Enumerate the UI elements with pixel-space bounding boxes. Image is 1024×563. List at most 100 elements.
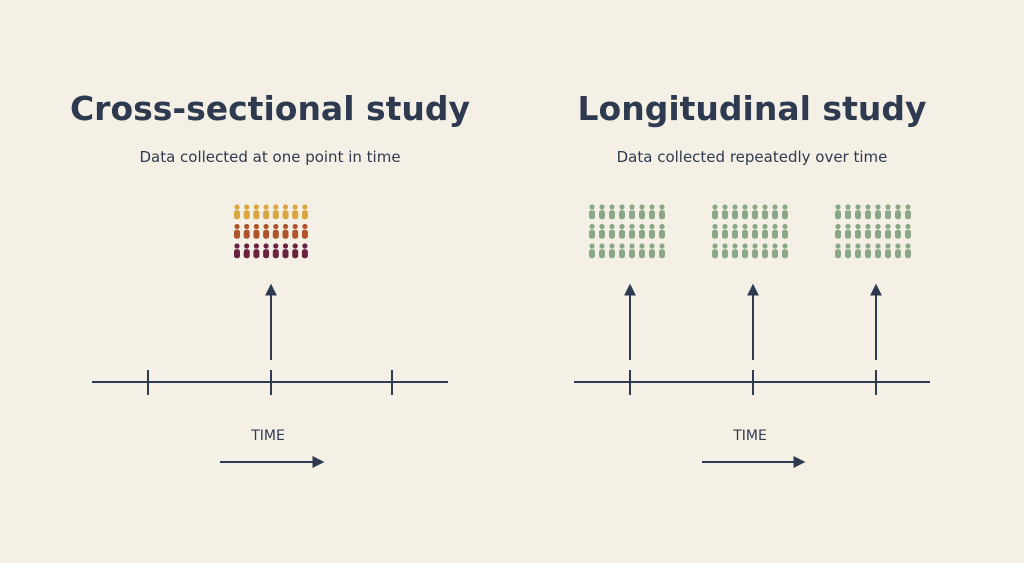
person-icon xyxy=(629,223,635,239)
person-icon xyxy=(629,243,635,259)
person-icon xyxy=(722,223,728,239)
subtitle: Data collected repeatedly over time xyxy=(617,148,888,166)
person-icon xyxy=(732,204,738,220)
person-icon xyxy=(589,204,595,220)
person-icon xyxy=(243,204,250,220)
person-icon xyxy=(263,204,270,220)
person-icon xyxy=(282,243,289,259)
person-icon xyxy=(263,223,270,239)
person-icon xyxy=(782,223,788,239)
person-icon xyxy=(835,243,841,259)
person-icon xyxy=(905,204,911,220)
person-icon xyxy=(712,204,718,220)
person-icon xyxy=(855,204,861,220)
person-icon xyxy=(234,204,240,220)
person-icon xyxy=(905,223,911,239)
person-icon xyxy=(253,204,260,220)
person-icon xyxy=(272,223,279,239)
person-icon xyxy=(243,223,250,239)
person-icon xyxy=(599,204,605,220)
person-icon xyxy=(782,243,788,259)
person-icon xyxy=(905,243,911,259)
person-icon xyxy=(639,243,645,259)
person-icon xyxy=(835,204,841,220)
person-icon xyxy=(895,204,901,220)
person-icon xyxy=(855,243,861,259)
axis-label: TIME xyxy=(732,428,767,444)
person-icon xyxy=(301,223,308,239)
person-icon xyxy=(742,204,748,220)
person-icon xyxy=(659,204,665,220)
person-icon xyxy=(875,243,881,259)
person-icon xyxy=(589,243,595,259)
person-icon xyxy=(875,223,881,239)
person-icon xyxy=(659,223,665,239)
person-icon xyxy=(732,223,738,239)
person-icon xyxy=(282,223,289,239)
person-icon xyxy=(752,243,758,259)
person-icon xyxy=(659,243,665,259)
person-icon xyxy=(835,223,841,239)
person-icon xyxy=(301,243,308,259)
person-icon xyxy=(865,204,871,220)
person-icon xyxy=(301,204,308,220)
person-icon xyxy=(762,243,768,259)
person-icon xyxy=(885,223,891,239)
person-icon xyxy=(292,223,299,239)
person-icon xyxy=(272,243,279,259)
person-icon xyxy=(282,204,289,220)
person-icon xyxy=(639,204,645,220)
person-icon xyxy=(589,223,595,239)
person-icon xyxy=(875,204,881,220)
person-icon xyxy=(619,223,625,239)
person-icon xyxy=(772,204,778,220)
person-icon xyxy=(599,223,605,239)
person-icon xyxy=(845,243,851,259)
person-icon xyxy=(772,223,778,239)
person-icon xyxy=(609,243,615,259)
person-icon xyxy=(885,243,891,259)
person-icon xyxy=(649,204,655,220)
person-icon xyxy=(742,223,748,239)
axis-label: TIME xyxy=(250,428,285,444)
person-icon xyxy=(599,243,605,259)
person-icon xyxy=(762,223,768,239)
person-icon xyxy=(885,204,891,220)
person-icon xyxy=(742,243,748,259)
person-icon xyxy=(762,204,768,220)
person-icon xyxy=(865,223,871,239)
person-icon xyxy=(845,223,851,239)
person-icon xyxy=(292,204,299,220)
person-icon xyxy=(865,243,871,259)
person-icon xyxy=(732,243,738,259)
person-icon xyxy=(253,223,260,239)
person-icon xyxy=(722,243,728,259)
person-icon xyxy=(234,243,240,259)
person-icon xyxy=(782,204,788,220)
person-icon xyxy=(263,243,270,259)
subtitle: Data collected at one point in time xyxy=(139,148,400,166)
person-icon xyxy=(619,243,625,259)
title: Cross-sectional study xyxy=(70,89,470,128)
person-icon xyxy=(712,223,718,239)
person-icon xyxy=(272,204,279,220)
person-icon xyxy=(722,204,728,220)
person-icon xyxy=(292,243,299,259)
person-icon xyxy=(243,243,250,259)
person-icon xyxy=(639,223,645,239)
person-icon xyxy=(712,243,718,259)
person-icon xyxy=(649,223,655,239)
person-icon xyxy=(855,223,861,239)
person-icon xyxy=(752,204,758,220)
person-icon xyxy=(234,223,240,239)
person-icon xyxy=(772,243,778,259)
people-icons xyxy=(234,204,911,259)
person-icon xyxy=(629,204,635,220)
person-icon xyxy=(253,243,260,259)
person-icon xyxy=(845,204,851,220)
person-icon xyxy=(752,223,758,239)
person-icon xyxy=(609,223,615,239)
person-icon xyxy=(895,243,901,259)
